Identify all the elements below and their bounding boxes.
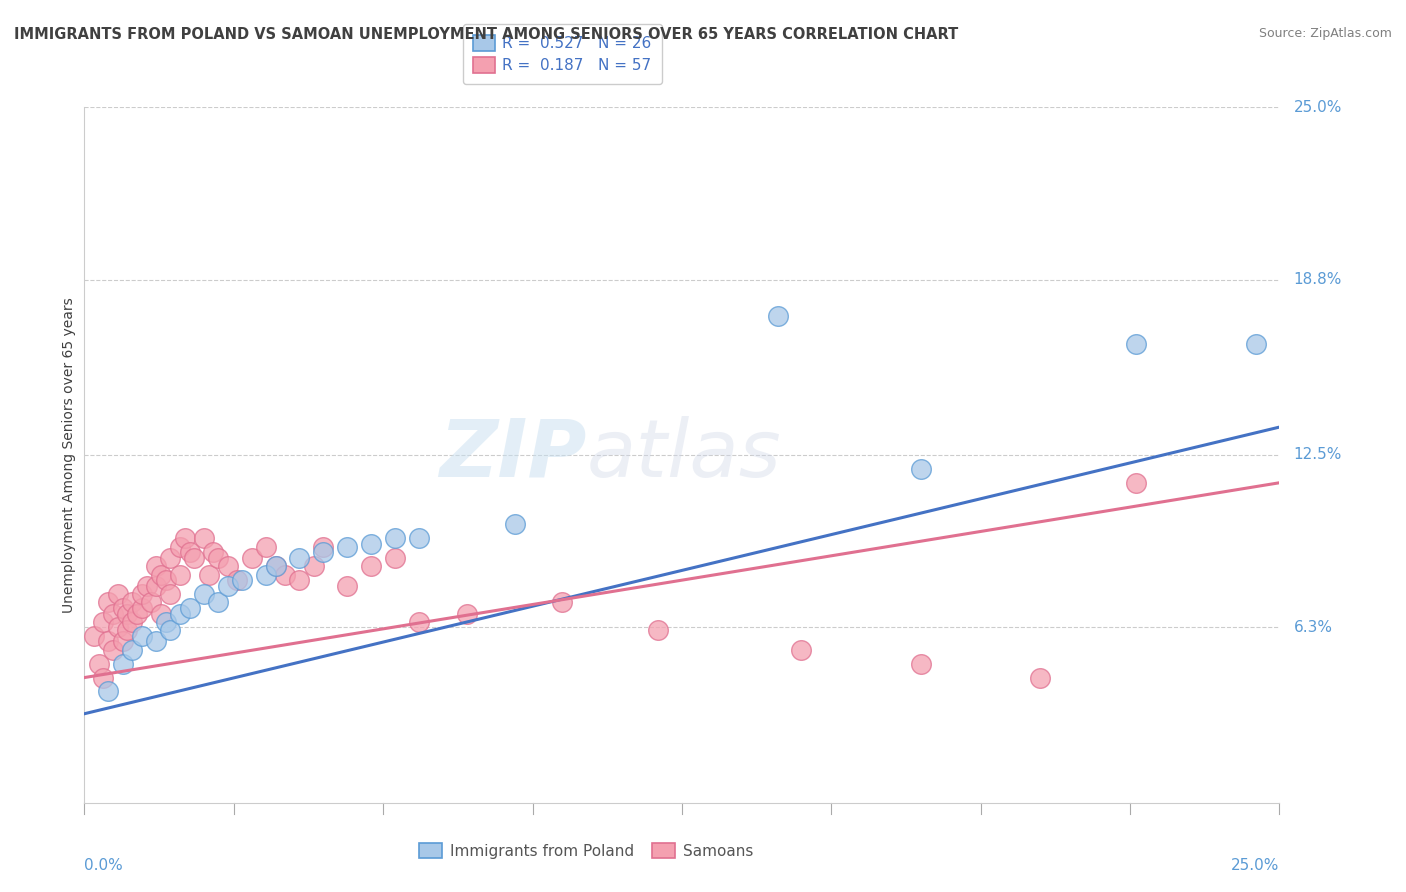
Point bbox=[551, 595, 574, 609]
Point bbox=[149, 607, 172, 621]
Point bbox=[93, 671, 115, 685]
Point bbox=[141, 595, 163, 609]
Point bbox=[408, 532, 430, 546]
Point bbox=[217, 579, 239, 593]
Point bbox=[1029, 671, 1052, 685]
Point bbox=[101, 642, 124, 657]
Point bbox=[240, 550, 263, 565]
Point bbox=[101, 607, 124, 621]
Point bbox=[336, 579, 359, 593]
Point bbox=[111, 634, 134, 648]
Text: Source: ZipAtlas.com: Source: ZipAtlas.com bbox=[1258, 27, 1392, 40]
Point bbox=[169, 540, 191, 554]
Point bbox=[111, 601, 134, 615]
Point bbox=[97, 634, 120, 648]
Y-axis label: Unemployment Among Seniors over 65 years: Unemployment Among Seniors over 65 years bbox=[62, 297, 76, 613]
Point bbox=[169, 607, 191, 621]
Point bbox=[155, 573, 177, 587]
Point bbox=[97, 684, 120, 698]
Point bbox=[145, 559, 167, 574]
Text: ZIP: ZIP bbox=[439, 416, 586, 494]
Point bbox=[97, 595, 120, 609]
Point bbox=[360, 537, 382, 551]
Point bbox=[312, 545, 335, 559]
Point bbox=[145, 634, 167, 648]
Point bbox=[197, 567, 219, 582]
Point bbox=[1244, 336, 1267, 351]
Point bbox=[384, 532, 406, 546]
Text: 12.5%: 12.5% bbox=[1294, 448, 1343, 462]
Point bbox=[131, 629, 153, 643]
Point bbox=[312, 540, 335, 554]
Text: 0.0%: 0.0% bbox=[84, 858, 124, 873]
Point bbox=[766, 309, 789, 323]
Point bbox=[183, 550, 205, 565]
Point bbox=[207, 595, 229, 609]
Point bbox=[288, 550, 311, 565]
Point bbox=[254, 540, 277, 554]
Point bbox=[1125, 475, 1147, 490]
Text: 6.3%: 6.3% bbox=[1294, 620, 1333, 635]
Text: IMMIGRANTS FROM POLAND VS SAMOAN UNEMPLOYMENT AMONG SENIORS OVER 65 YEARS CORREL: IMMIGRANTS FROM POLAND VS SAMOAN UNEMPLO… bbox=[14, 27, 959, 42]
Point bbox=[83, 629, 105, 643]
Text: atlas: atlas bbox=[586, 416, 782, 494]
Point bbox=[117, 624, 139, 638]
Point bbox=[107, 587, 129, 601]
Point bbox=[131, 601, 153, 615]
Point bbox=[169, 567, 191, 582]
Point bbox=[111, 657, 134, 671]
Point bbox=[302, 559, 325, 574]
Point bbox=[202, 545, 225, 559]
Point bbox=[193, 587, 215, 601]
Point bbox=[217, 559, 239, 574]
Text: 18.8%: 18.8% bbox=[1294, 272, 1343, 287]
Point bbox=[207, 550, 229, 565]
Point bbox=[87, 657, 110, 671]
Point bbox=[274, 567, 297, 582]
Point bbox=[1125, 336, 1147, 351]
Point bbox=[173, 532, 195, 546]
Point bbox=[149, 567, 172, 582]
Point bbox=[288, 573, 311, 587]
Point bbox=[121, 615, 143, 629]
Point bbox=[179, 601, 201, 615]
Point bbox=[456, 607, 478, 621]
Text: 25.0%: 25.0% bbox=[1232, 858, 1279, 873]
Point bbox=[503, 517, 526, 532]
Point bbox=[226, 573, 249, 587]
Point bbox=[910, 462, 932, 476]
Legend: Immigrants from Poland, Samoans: Immigrants from Poland, Samoans bbox=[413, 837, 759, 864]
Text: 25.0%: 25.0% bbox=[1294, 100, 1343, 114]
Point bbox=[107, 620, 129, 634]
Point bbox=[121, 595, 143, 609]
Point bbox=[264, 559, 287, 574]
Point bbox=[193, 532, 215, 546]
Point bbox=[179, 545, 201, 559]
Point bbox=[264, 559, 287, 574]
Point bbox=[159, 624, 181, 638]
Point bbox=[145, 579, 167, 593]
Point bbox=[135, 579, 157, 593]
Point bbox=[647, 624, 669, 638]
Point bbox=[360, 559, 382, 574]
Point bbox=[155, 615, 177, 629]
Point bbox=[384, 550, 406, 565]
Point bbox=[231, 573, 253, 587]
Point bbox=[254, 567, 277, 582]
Point bbox=[790, 642, 813, 657]
Point bbox=[408, 615, 430, 629]
Point bbox=[125, 607, 148, 621]
Point bbox=[159, 587, 181, 601]
Point bbox=[910, 657, 932, 671]
Point bbox=[336, 540, 359, 554]
Point bbox=[159, 550, 181, 565]
Point bbox=[121, 642, 143, 657]
Point bbox=[117, 607, 139, 621]
Point bbox=[131, 587, 153, 601]
Point bbox=[93, 615, 115, 629]
